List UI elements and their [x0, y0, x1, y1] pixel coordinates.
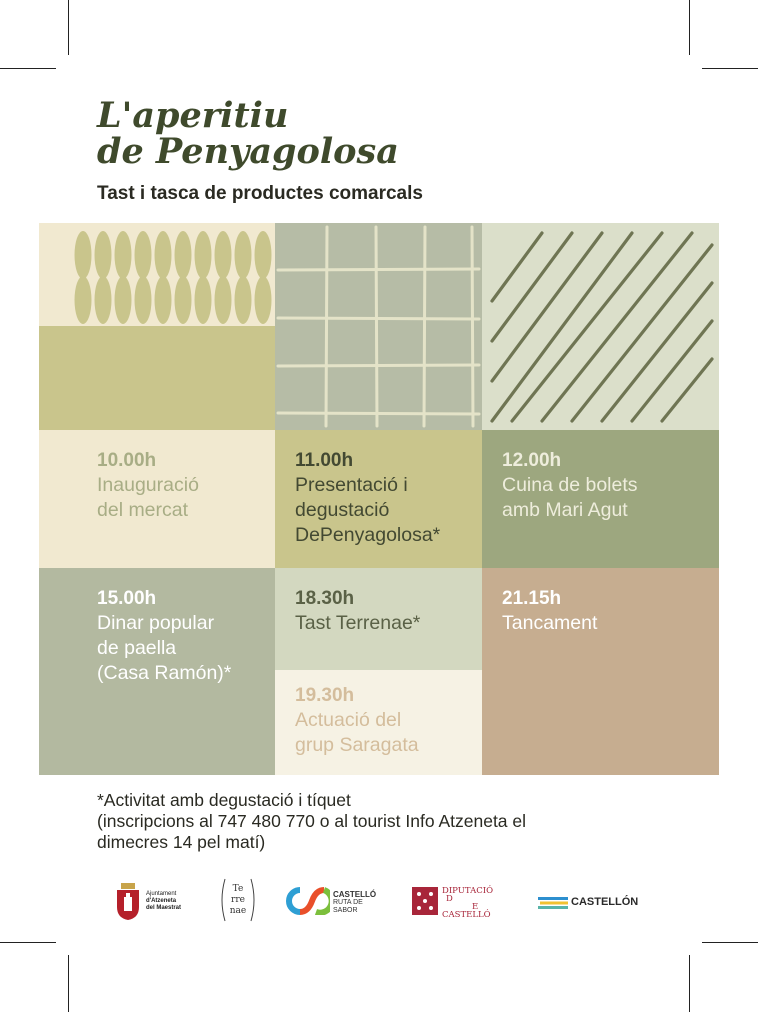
- terrenae-badge-icon: [221, 878, 255, 922]
- title-line-1: L'aperitiu: [97, 95, 289, 136]
- crop-mark: [702, 942, 758, 943]
- schedule-desc: Dinar popular de paella (Casa Ramón)*: [97, 612, 232, 684]
- pattern-grid: [275, 223, 482, 430]
- logo-castellon-text: CASTELLÓN: [571, 896, 639, 908]
- logo-ajuntament: Ajuntament d'Atzeneta del Maestrat: [115, 881, 195, 921]
- page-title: L'aperitiu de Penyagolosa: [97, 98, 399, 170]
- crop-mark: [0, 942, 56, 943]
- logo-ajuntament-text: d'Atzeneta: [146, 898, 177, 904]
- schedule-desc: Cuina de bolets amb Mari Agut: [502, 474, 638, 521]
- crop-mark: [68, 955, 69, 1012]
- crop-mark: [68, 0, 69, 55]
- footnote-line: (inscripcions al 747 480 770 o al touris…: [97, 811, 527, 831]
- logo-diputacio-text: D: [446, 894, 453, 904]
- crop-mark: [689, 0, 690, 55]
- logo-terrenae-text: rre: [231, 895, 245, 905]
- schedule-desc: Tancament: [502, 612, 598, 634]
- logo-castellon: CASTELLÓN: [538, 895, 648, 911]
- schedule-item: 18.30h Tast Terrenae*: [275, 568, 482, 670]
- logo-diputacio: DIPUTACIÓ D E CASTELLÓ: [412, 887, 507, 919]
- schedule-item: 10.00h Inauguració del mercat: [39, 430, 275, 568]
- schedule-item: 21.15h Tancament: [482, 568, 719, 775]
- castellon-stripes-icon: [538, 897, 568, 909]
- schedule-time: 12.00h: [502, 450, 562, 471]
- logo-ajuntament-text: Ajuntament: [146, 891, 177, 897]
- schedule-item: 12.00h Cuina de bolets amb Mari Agut: [482, 430, 719, 568]
- logo-terrenae-text: nae: [229, 906, 247, 916]
- schedule-desc: Tast Terrenae*: [295, 612, 421, 634]
- schedule-item: 11.00h Presentació i degustació DePenyag…: [275, 430, 482, 568]
- schedule-desc: Inauguració del mercat: [97, 474, 199, 521]
- footnote-line: *Activitat amb degustació i tíquet: [97, 790, 351, 810]
- schedule-desc: Actuació del grup Saragata: [295, 709, 419, 756]
- crop-mark: [689, 955, 690, 1012]
- schedule-time: 18.30h: [295, 588, 355, 609]
- schedule-grid: 10.00h Inauguració del mercat 11.00h Pre…: [39, 223, 719, 775]
- logo-diputacio-text: E: [472, 902, 479, 912]
- schedule-time: 15.00h: [97, 588, 157, 609]
- schedule-time: 10.00h: [97, 450, 157, 471]
- logo-ruta-text: CASTELLÓ: [333, 890, 377, 899]
- logo-terrenae: Te rre nae: [217, 875, 259, 925]
- crop-mark: [702, 68, 758, 69]
- schedule-desc: Presentació i degustació DePenyagolosa*: [295, 474, 441, 546]
- title-line-2: de Penyagolosa: [97, 131, 399, 172]
- logo-ruta-text: SABOR: [333, 907, 358, 914]
- pattern-leaves: [39, 223, 275, 430]
- town-shield-icon: [117, 883, 139, 920]
- schedule-item: 19.30h Actuació del grup Saragata: [275, 670, 482, 775]
- logo-terrenae-text: Te: [232, 884, 244, 894]
- pattern-diagonal: [482, 223, 719, 430]
- crop-mark: [0, 68, 56, 69]
- logo-ruta-text: RUTA DE: [333, 899, 363, 906]
- logo-diputacio-text: CASTELLÓ: [442, 910, 491, 920]
- page-subtitle: Tast i tasca de productes comarcals: [97, 183, 423, 204]
- logo-diputacio-text: DIPUTACIÓ: [442, 886, 494, 896]
- footnote-line: dimecres 14 pel matí): [97, 832, 266, 852]
- schedule-item: 15.00h Dinar popular de paella (Casa Ram…: [39, 568, 275, 775]
- ruta-sabor-icon: [286, 887, 330, 915]
- logo-ruta-sabor: CASTELLÓ RUTA DE SABOR: [286, 887, 386, 919]
- schedule-time: 19.30h: [295, 685, 355, 706]
- sponsor-logos: Ajuntament d'Atzeneta del Maestrat Te rr…: [115, 875, 655, 935]
- schedule-time: 21.15h: [502, 588, 562, 609]
- logo-ajuntament-text: del Maestrat: [146, 905, 182, 911]
- schedule-time: 11.00h: [295, 450, 354, 471]
- diputacio-crest-icon: [412, 887, 438, 915]
- footnote: *Activitat amb degustació i tíquet (insc…: [97, 790, 526, 853]
